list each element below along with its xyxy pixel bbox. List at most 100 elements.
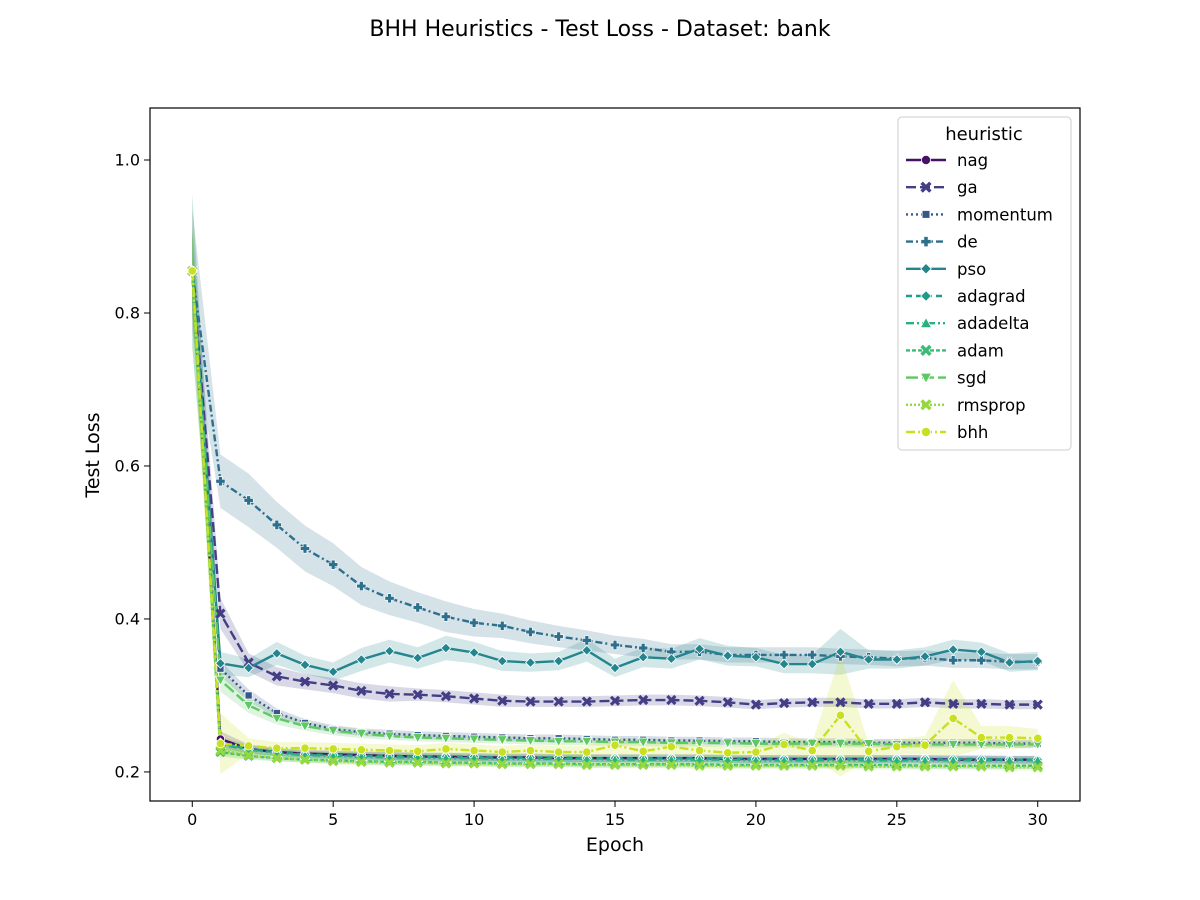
data-point-rmsprop [948,761,959,772]
data-point-de [300,543,310,554]
data-point-sgd [750,739,762,750]
series-points-bhh [187,266,1043,758]
data-point-rmsprop [412,757,423,768]
data-point-ga [525,696,536,707]
data-point-ga [948,698,959,709]
data-point-ga [609,695,621,706]
data-point-bhh [187,266,197,276]
data-point-pso [553,655,565,667]
legend-marker-bhh [921,426,932,437]
data-point-ga [722,697,733,708]
data-point-ga [666,694,677,706]
data-point-sgd [947,739,959,751]
data-point-ga [835,697,846,708]
y-tick-label: 0.8 [115,303,140,322]
data-point-rmsprop [356,756,367,768]
data-point-ga [553,696,564,707]
legend-label-pso: pso [957,260,986,279]
data-point-pso [919,651,931,662]
series-points-ga [187,265,1043,710]
data-point-sgd [242,700,255,712]
data-point-bhh [356,745,366,755]
data-point-pso [496,655,508,667]
data-point-rmsprop [1032,762,1043,773]
data-point-pso [694,643,705,655]
data-point-pso [750,651,762,663]
data-point-rmsprop [919,761,931,772]
data-point-sgd [355,729,368,740]
data-point-rmsprop [891,761,902,772]
data-point-momentum [244,691,253,700]
data-point-sgd [299,721,311,732]
data-point-rmsprop [609,759,621,771]
legend-marker-de [920,236,932,247]
legend-item-adadelta: adadelta [906,314,1030,333]
data-point-pso [778,658,790,670]
legend-marker-rmsprop [920,399,932,411]
data-point-rmsprop [1004,762,1015,773]
legend-label-adam: adam [957,341,1004,360]
data-point-bhh [272,743,282,753]
data-point-bhh [976,732,986,743]
data-point-rmsprop [976,761,987,772]
legend: heuristic nag ga momentum de pso adagrad adade… [897,116,1072,451]
data-point-sgd [383,731,396,742]
data-point-rmsprop [328,756,339,767]
data-point-rmsprop [666,759,677,771]
data-point-ga [271,671,282,682]
data-point-rmsprop [694,760,705,771]
legend-item-adam: adam [906,341,1004,360]
legend-item-rmsprop: rmsprop [906,396,1026,415]
data-point-rmsprop [525,759,536,770]
data-point-ga [1032,699,1043,710]
legend-label-nag: nag [957,151,988,170]
data-point-de [525,627,536,637]
legend-item-pso: pso [906,260,986,279]
data-point-sgd [637,737,649,748]
data-point-bhh [328,744,338,754]
y-tick-label: 0.2 [115,762,140,781]
y-tick-label: 1.0 [115,151,140,170]
data-point-sgd [327,726,339,737]
x-tick-label: 30 [1028,810,1048,829]
data-point-sgd [412,733,424,744]
x-tick-label: 25 [887,810,907,829]
data-point-ga [356,685,367,696]
data-point-de [215,476,226,487]
legend-marker-nag [921,154,932,165]
data-point-bhh [751,747,761,757]
data-point-ga [299,676,311,687]
legend-marker-adagrad [920,290,932,302]
data-point-rmsprop [722,760,733,771]
y-tick-label: 0.6 [115,456,140,475]
data-point-rmsprop [863,761,874,772]
data-point-bhh [638,746,648,756]
data-point-de [497,620,508,631]
data-point-rmsprop [440,758,452,769]
y-tick-label: 0.4 [115,609,140,628]
data-point-de [581,635,592,646]
data-point-pso [806,658,818,670]
data-point-pso [327,666,339,678]
data-point-rmsprop [243,750,254,761]
data-point-ga [1004,699,1015,710]
data-point-ga [919,697,931,708]
data-point-bhh [554,747,564,757]
x-tick-label: 10 [464,810,484,829]
data-point-rmsprop [299,754,311,765]
data-point-rmsprop [807,760,818,771]
data-point-rmsprop [750,760,762,771]
data-point-ga [778,697,790,709]
legend-box [897,116,1072,451]
data-point-sgd [862,739,875,750]
data-point-pso [665,653,677,665]
data-point-sgd [581,736,593,748]
data-point-de [469,617,480,628]
legend-title: heuristic [945,124,1023,145]
legend-marker-sgd [919,372,933,384]
data-point-ga [807,697,818,708]
data-point-de [328,559,339,570]
y-axis-label: Test Loss [82,412,104,498]
data-point-pso [215,657,226,669]
